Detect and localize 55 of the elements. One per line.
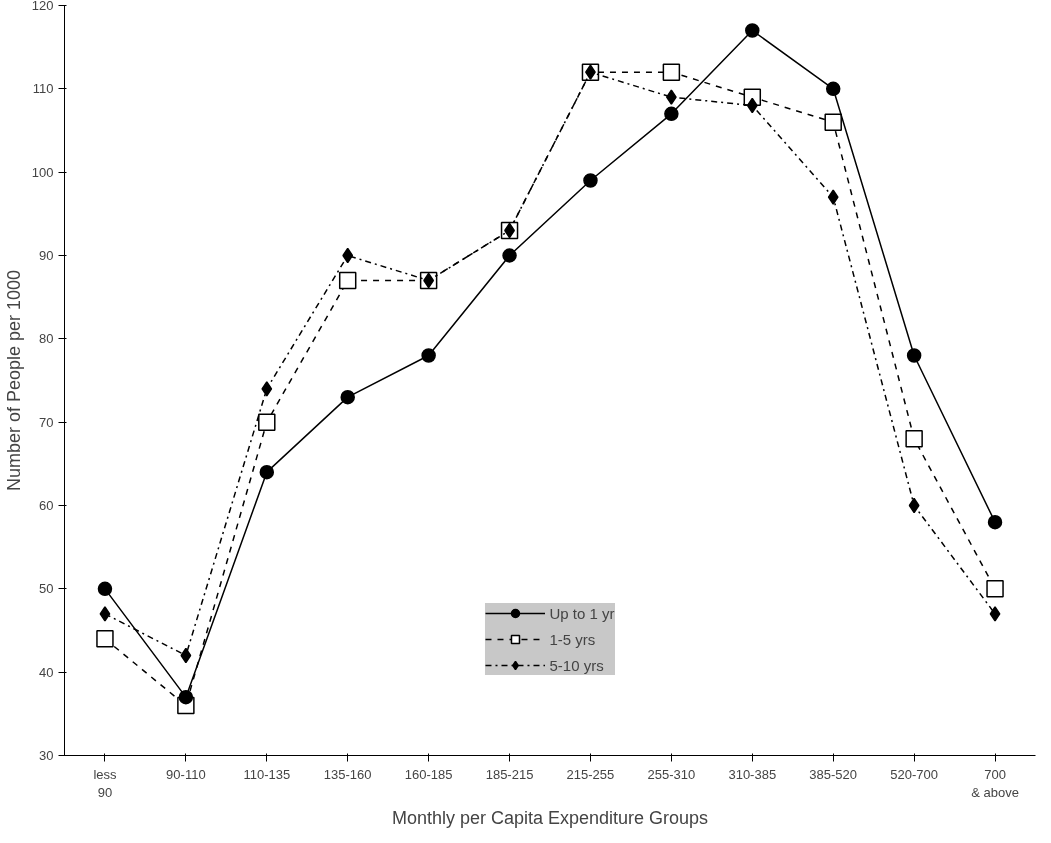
x-tick-label: 255-310	[647, 766, 696, 782]
y-tick-label: 80	[39, 331, 54, 347]
point	[96, 630, 114, 648]
x-tick-label: 700 & above	[971, 766, 1019, 800]
point	[340, 389, 355, 405]
point	[258, 413, 276, 431]
point	[745, 23, 760, 38]
x-tick-label: 520-700	[890, 766, 938, 782]
point	[583, 173, 598, 188]
x-tick-label: 110-135	[243, 766, 291, 782]
point	[259, 464, 275, 480]
point	[664, 106, 679, 122]
point	[178, 689, 194, 705]
point	[502, 248, 517, 263]
y-axis-title: Number of People per 1000	[3, 269, 24, 492]
y-tick-label: 60	[39, 498, 54, 513]
x-tick-label: 90-110	[166, 766, 206, 782]
point	[825, 81, 841, 97]
x-tick-label: 185-215	[485, 766, 534, 782]
point	[665, 89, 677, 105]
point	[827, 189, 839, 205]
y-tick-label: 50	[39, 581, 54, 597]
y-tick-label: 120	[31, 0, 54, 13]
y-tick-label: 30	[39, 748, 54, 763]
point	[338, 271, 357, 290]
y-tick-label: 70	[39, 414, 54, 430]
point	[261, 381, 273, 397]
y-tick-label: 110	[32, 81, 54, 97]
point	[906, 348, 922, 363]
x-tick-label: 310-385	[728, 766, 777, 782]
point	[987, 514, 1003, 530]
x-tick-label: 160-185	[404, 766, 453, 782]
legend-label: Up to 1 yr	[549, 604, 615, 622]
point	[908, 497, 920, 514]
point	[905, 430, 923, 448]
x-tick-label: less 90	[93, 766, 118, 800]
y-tick-label: 40	[39, 664, 54, 680]
legend-label: 5-10 yrs	[549, 656, 604, 674]
point	[97, 581, 113, 597]
point	[986, 580, 1004, 598]
x-axis-title: Monthly per Capita Expenditure Groups	[391, 807, 709, 828]
y-tick-label: 100	[31, 164, 54, 180]
point	[662, 63, 681, 81]
x-tick-label: 215-255	[566, 766, 615, 782]
y-tick-label: 90	[39, 248, 54, 263]
point	[989, 606, 1001, 622]
point	[180, 647, 192, 664]
point	[99, 606, 111, 622]
point	[824, 113, 842, 131]
point	[421, 348, 436, 363]
x-tick-label: 135-160	[323, 766, 372, 782]
x-tick-label: 385-520	[809, 766, 858, 782]
point	[342, 247, 354, 264]
point	[746, 97, 758, 114]
legend-label: 1-5 yrs	[549, 630, 596, 648]
